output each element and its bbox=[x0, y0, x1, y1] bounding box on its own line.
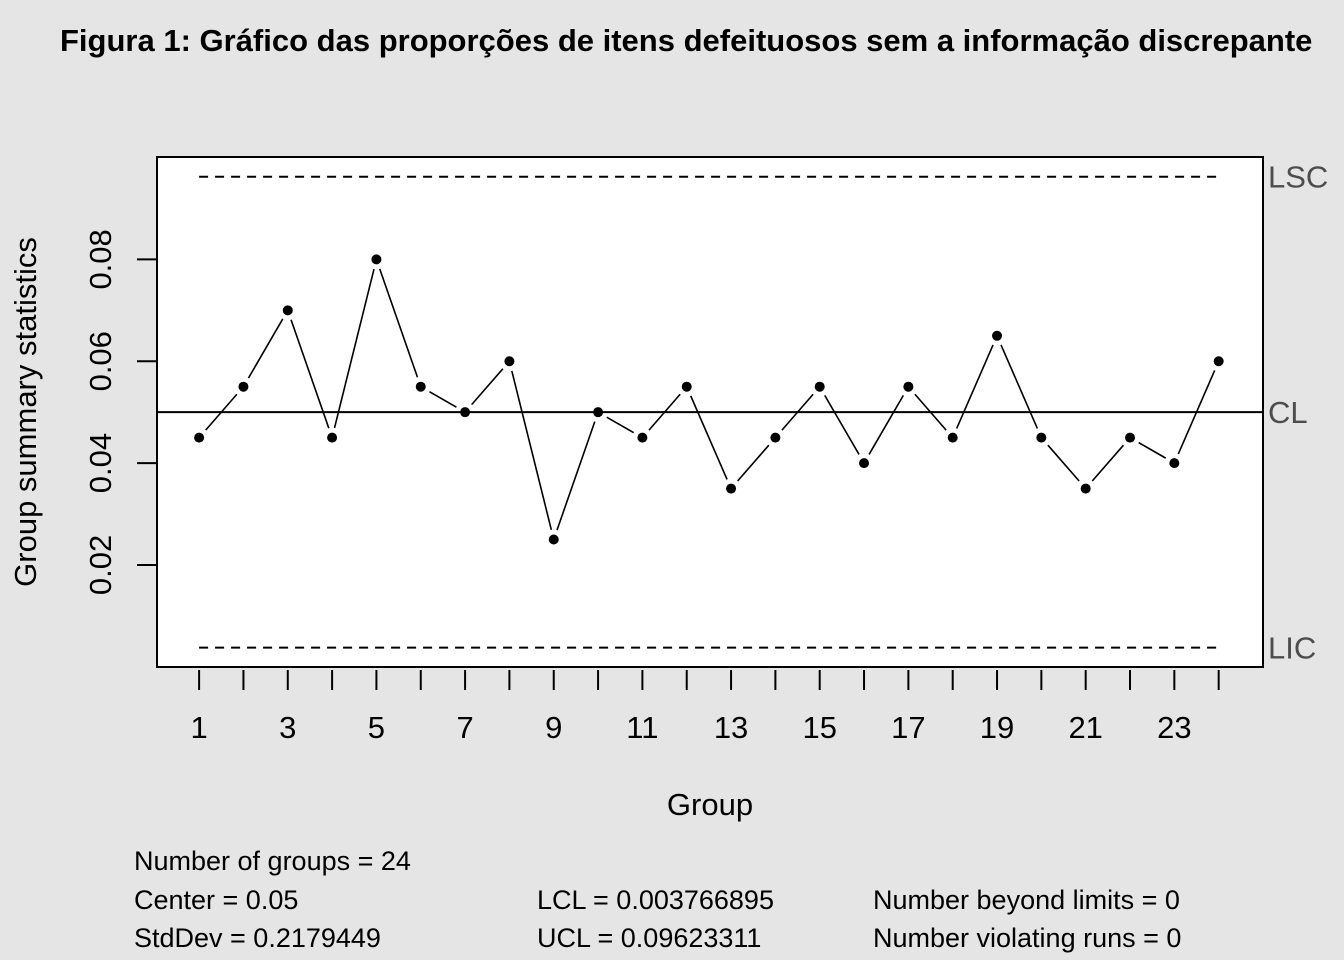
data-point bbox=[282, 305, 293, 316]
data-point bbox=[770, 432, 781, 443]
x-tick-label: 13 bbox=[714, 710, 748, 745]
x-tick-label: 5 bbox=[368, 710, 385, 745]
data-point bbox=[1125, 432, 1136, 443]
series-segment bbox=[737, 444, 770, 482]
series-segment bbox=[1000, 344, 1039, 429]
data-point bbox=[947, 432, 958, 443]
series-segment bbox=[429, 390, 457, 408]
stats-beyond-limits: Number beyond limits = 0 bbox=[873, 885, 1180, 915]
y-axis-label: Group summary statistics bbox=[8, 237, 43, 587]
x-tick-label: 21 bbox=[1068, 710, 1102, 745]
series-segment bbox=[648, 393, 681, 431]
y-tick-label: 0.04 bbox=[83, 433, 118, 493]
data-point bbox=[194, 432, 205, 443]
x-tick-label: 1 bbox=[190, 710, 207, 745]
stats-ucl: UCL = 0.09623311 bbox=[537, 923, 762, 953]
series-segment bbox=[1177, 370, 1216, 455]
x-tick-label: 19 bbox=[980, 710, 1014, 745]
data-point bbox=[814, 381, 825, 392]
y-tick-label: 0.06 bbox=[83, 331, 118, 391]
data-point bbox=[726, 483, 737, 494]
series-segment bbox=[824, 394, 860, 455]
series-segment bbox=[606, 416, 635, 434]
series-segment bbox=[1047, 444, 1080, 482]
stats-stddev: StdDev = 0.2179449 bbox=[134, 923, 381, 953]
data-point bbox=[859, 458, 870, 469]
data-point bbox=[504, 356, 515, 367]
stats-violating-runs: Number violating runs = 0 bbox=[873, 923, 1182, 953]
series-segment bbox=[1138, 441, 1167, 459]
data-point bbox=[548, 534, 559, 545]
data-point bbox=[371, 254, 382, 265]
x-tick-label: 3 bbox=[279, 710, 296, 745]
data-point bbox=[1080, 483, 1091, 494]
stats-center: Center = 0.05 bbox=[134, 885, 299, 915]
series-segment bbox=[689, 395, 728, 480]
series-segment bbox=[914, 393, 947, 431]
data-point bbox=[992, 330, 1003, 341]
stats-number-of-groups: Number of groups = 24 bbox=[134, 846, 411, 876]
series-segment bbox=[556, 421, 596, 531]
x-tick-label: 7 bbox=[456, 710, 473, 745]
data-point bbox=[903, 381, 914, 392]
series-segment bbox=[868, 394, 905, 455]
x-axis-label: Group bbox=[667, 787, 753, 822]
x-tick-label: 17 bbox=[891, 710, 925, 745]
x-tick-label: 23 bbox=[1157, 710, 1191, 745]
series-segment bbox=[471, 368, 504, 406]
data-point bbox=[1169, 458, 1180, 469]
data-point bbox=[1213, 356, 1224, 367]
series-segment bbox=[290, 319, 330, 429]
y-tick-label: 0.08 bbox=[83, 229, 118, 289]
stats-lcl: LCL = 0.003766895 bbox=[537, 885, 774, 915]
series-segment bbox=[1091, 444, 1125, 482]
center-line-label: CL bbox=[1268, 395, 1308, 430]
series-segment bbox=[511, 370, 553, 530]
chart-title: Figura 1: Gráfico das proporções de iten… bbox=[60, 23, 1312, 58]
data-point bbox=[637, 432, 648, 443]
series-segment bbox=[781, 393, 814, 431]
series-segment bbox=[247, 318, 284, 379]
data-point bbox=[593, 407, 604, 418]
series-segment bbox=[205, 393, 238, 431]
y-tick-label: 0.02 bbox=[83, 535, 118, 595]
series-segment bbox=[333, 268, 375, 429]
data-point bbox=[1036, 432, 1047, 443]
data-point bbox=[681, 381, 692, 392]
data-point bbox=[415, 381, 426, 392]
data-point bbox=[460, 407, 471, 418]
data-point bbox=[238, 381, 249, 392]
lower-control-limit-label: LIC bbox=[1268, 631, 1316, 666]
series-segment bbox=[378, 268, 419, 378]
upper-control-limit-label: LSC bbox=[1268, 160, 1328, 195]
x-tick-label: 9 bbox=[545, 710, 562, 745]
series-segment bbox=[955, 344, 994, 429]
x-tick-label: 11 bbox=[626, 710, 658, 745]
data-point bbox=[327, 432, 338, 443]
x-tick-label: 15 bbox=[802, 710, 836, 745]
